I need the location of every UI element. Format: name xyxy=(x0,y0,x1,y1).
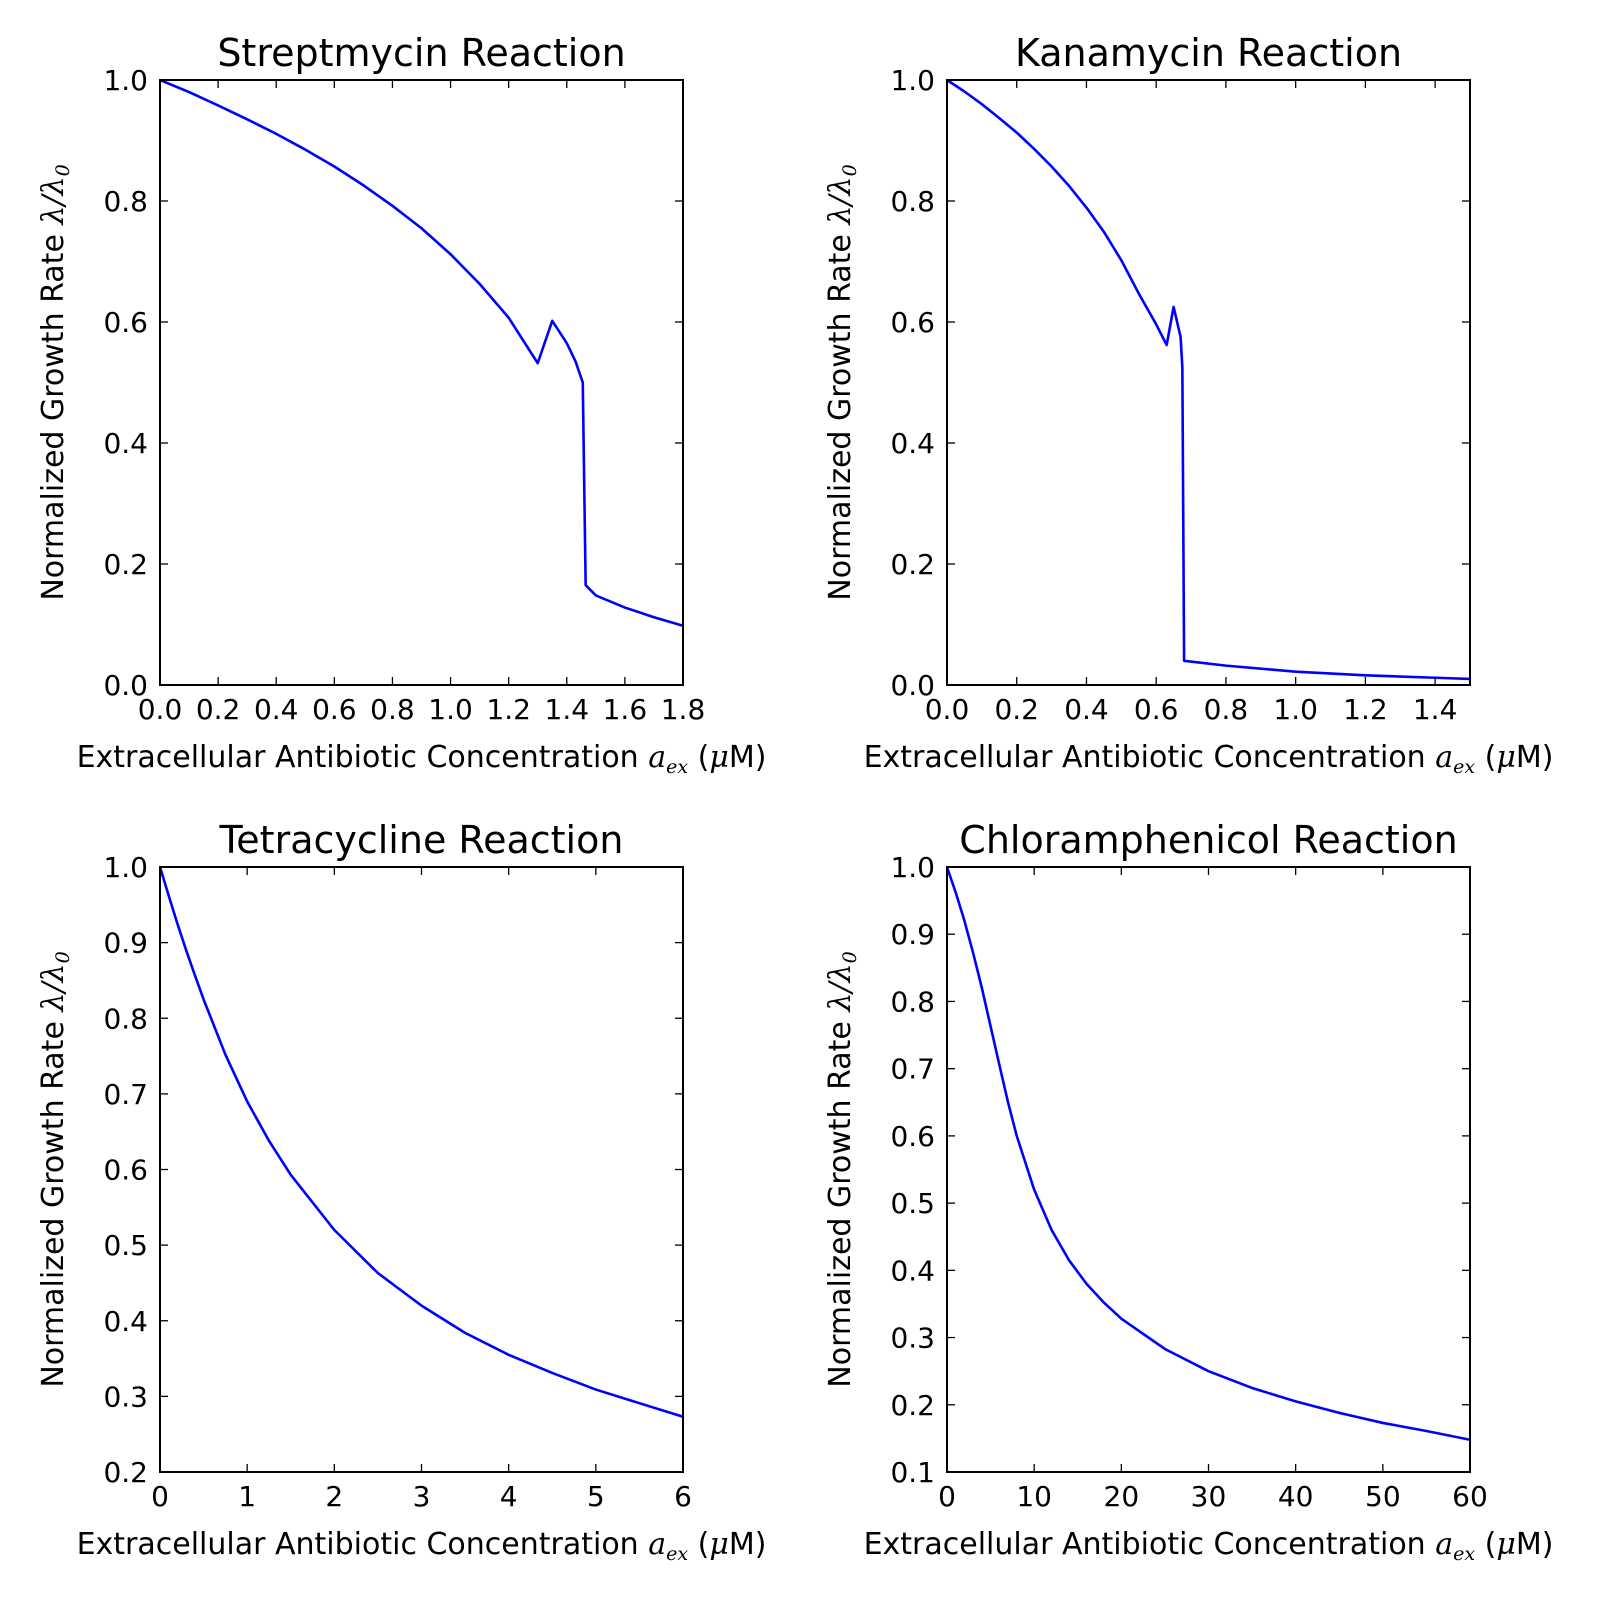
x-axis-label: Extracellular Antibiotic Concentration a… xyxy=(864,1527,1554,1565)
chart-title: Tetracycline Reaction xyxy=(219,818,624,862)
y-axis-label: Normalized Growth Rate λ/λ0 xyxy=(823,164,861,600)
x-tick-label: 0.8 xyxy=(370,693,415,726)
x-tick-label: 1 xyxy=(238,1480,256,1513)
y-tick-label: 0.7 xyxy=(103,1078,148,1111)
series-line xyxy=(159,78,684,627)
y-tick-label: 1.0 xyxy=(890,851,935,884)
y-tick-label: 0.6 xyxy=(103,306,148,339)
y-tick-label: 0.7 xyxy=(890,1053,935,1086)
chart-panel-3: 0 1 2 3 4 5 6 0.2 0.3 0.4 0.5 0.6 0.7 0.8 0.9 1.0 Tetrac… xyxy=(36,818,766,1565)
y-axis-label: Normalized Growth Rate λ/λ0 xyxy=(36,164,74,600)
y-axis-label: Normalized Growth Rate λ/λ0 xyxy=(823,951,861,1387)
x-tick-label: 0.0 xyxy=(138,693,183,726)
x-tick-label: 5 xyxy=(587,1480,605,1513)
series-line xyxy=(945,866,1471,1442)
x-tick-label: 0.4 xyxy=(254,693,299,726)
y-tick-label: 0.5 xyxy=(890,1187,935,1220)
x-tick-label: 0.2 xyxy=(196,693,241,726)
x-tick-label: 1.4 xyxy=(545,693,590,726)
y-tick-label: 0.2 xyxy=(890,1389,935,1422)
y-tick-label: 0.2 xyxy=(890,548,935,581)
axes-frame xyxy=(946,79,1471,686)
y-tick-label: 0.3 xyxy=(890,1322,935,1355)
y-tick-label: 0.5 xyxy=(103,1229,148,1262)
x-tick-label: 50 xyxy=(1365,1480,1401,1513)
chart-panel-4: 0 10 20 30 40 50 60 0.1 0.2 0.3 0.4 0.5 0.6 0.7 0.8 0.9… xyxy=(823,818,1553,1565)
chart-title: Kanamycin Reaction xyxy=(1015,31,1402,75)
x-tick-label: 4 xyxy=(500,1480,518,1513)
x-tick-label: 0 xyxy=(151,1480,169,1513)
y-tick-label: 0.8 xyxy=(103,185,148,218)
y-tick-label: 0.8 xyxy=(890,985,935,1018)
y-tick-label: 0.2 xyxy=(103,548,148,581)
y-tick-label: 0.4 xyxy=(103,1305,148,1338)
x-tick-label: 30 xyxy=(1191,1480,1227,1513)
y-tick-label: 0.0 xyxy=(103,669,148,702)
x-tick-label: 1.0 xyxy=(428,693,473,726)
x-axis-label: Extracellular Antibiotic Concentration a… xyxy=(864,740,1554,778)
y-tick-label: 0.6 xyxy=(890,1120,935,1153)
x-tick-label: 40 xyxy=(1278,1480,1314,1513)
x-tick-label: 0.8 xyxy=(1204,693,1249,726)
x-tick-label: 0 xyxy=(938,1480,956,1513)
x-tick-label: 20 xyxy=(1104,1480,1140,1513)
x-tick-label: 0.6 xyxy=(312,693,357,726)
y-tick-label: 0.6 xyxy=(890,306,935,339)
y-tick-label: 0.6 xyxy=(103,1154,148,1187)
y-tick-label: 1.0 xyxy=(890,64,935,97)
y-tick-label: 0.9 xyxy=(890,918,935,951)
x-tick-label: 2 xyxy=(325,1480,343,1513)
y-tick-label: 0.9 xyxy=(103,927,148,960)
y-tick-label: 0.1 xyxy=(890,1456,935,1489)
x-tick-label: 1.4 xyxy=(1413,693,1458,726)
x-tick-label: 6 xyxy=(674,1480,692,1513)
axes-frame xyxy=(159,866,684,1473)
y-tick-label: 0.4 xyxy=(890,427,935,460)
y-tick-label: 0.8 xyxy=(890,185,935,218)
x-axis-label: Extracellular Antibiotic Concentration a… xyxy=(77,740,767,778)
y-tick-label: 0.0 xyxy=(890,669,935,702)
y-axis-label: Normalized Growth Rate λ/λ0 xyxy=(36,951,74,1387)
chart-title: Streptmycin Reaction xyxy=(217,31,625,75)
y-tick-label: 0.4 xyxy=(103,427,148,460)
chart-title: Chloramphenicol Reaction xyxy=(959,818,1457,862)
x-tick-label: 0.4 xyxy=(1064,693,1109,726)
y-tick-label: 1.0 xyxy=(103,851,148,884)
axes-frame xyxy=(946,866,1471,1473)
x-tick-label: 3 xyxy=(413,1480,431,1513)
x-tick-label: 1.6 xyxy=(603,693,648,726)
y-tick-label: 0.2 xyxy=(103,1456,148,1489)
axes-frame xyxy=(159,79,684,686)
series-line xyxy=(946,78,1471,681)
x-tick-label: 1.0 xyxy=(1273,693,1318,726)
x-tick-label: 0.2 xyxy=(994,693,1039,726)
x-tick-label: 0.6 xyxy=(1134,693,1179,726)
x-tick-label: 0.0 xyxy=(925,693,970,726)
y-tick-label: 0.3 xyxy=(103,1380,148,1413)
chart-panel-2: 0.0 0.2 0.4 0.6 0.8 1.0 1.2 1.4 0.0 0.2 0.4 0.6 0.8 1… xyxy=(823,31,1553,778)
x-tick-label: 1.8 xyxy=(661,693,706,726)
x-tick-label: 60 xyxy=(1452,1480,1488,1513)
y-tick-label: 0.4 xyxy=(890,1254,935,1287)
x-axis-label: Extracellular Antibiotic Concentration a… xyxy=(77,1527,767,1565)
x-tick-label: 10 xyxy=(1016,1480,1052,1513)
y-tick-label: 1.0 xyxy=(103,64,148,97)
x-tick-label: 1.2 xyxy=(486,693,531,726)
y-tick-label: 0.8 xyxy=(103,1002,148,1035)
chart-panel-1: 0.0 0.2 0.4 0.6 0.8 1.0 1.2 1.4 1.6 1.8 0.0 0.2 0.4 0… xyxy=(36,31,766,778)
series-line xyxy=(158,866,684,1419)
x-tick-label: 1.2 xyxy=(1343,693,1388,726)
